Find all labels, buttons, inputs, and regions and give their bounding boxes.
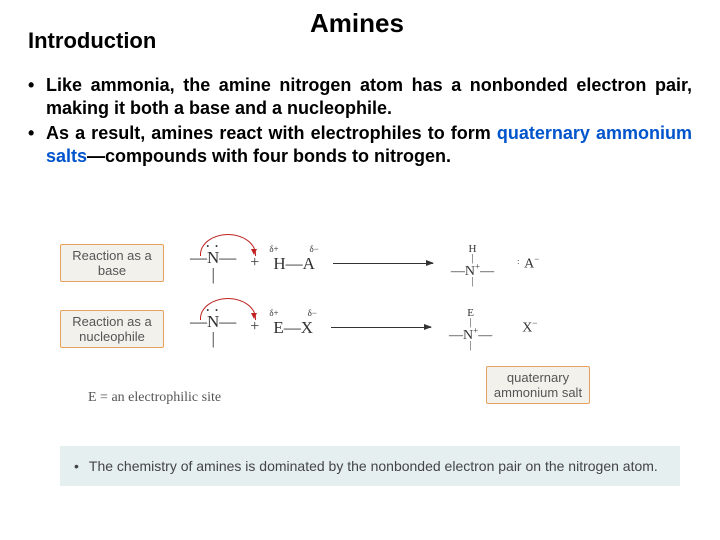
amine-reactant: • • —N— | <box>190 243 236 283</box>
bullet-dot-icon: • <box>74 458 79 474</box>
ammonium-product: E | —N+— | <box>449 306 492 349</box>
atom-a: A <box>524 257 534 272</box>
atom-e: E <box>273 318 283 337</box>
electrophile-reactant: δ+ δ− E—X <box>273 319 313 336</box>
anion-product: X− <box>522 318 537 337</box>
atom-x: X <box>301 318 313 337</box>
diagram-footnote: E = an electrophilic site <box>88 390 221 406</box>
bond-icon: | <box>211 265 214 284</box>
plus-icon: + <box>250 254 259 272</box>
bullet-text-part: —compounds with four bonds to nitrogen. <box>87 146 451 166</box>
bullet-text: Like ammonia, the amine nitrogen atom ha… <box>46 74 692 120</box>
plus-icon: + <box>250 318 259 336</box>
delta-minus: δ− <box>310 245 319 254</box>
bullet-list: • Like ammonia, the amine nitrogen atom … <box>28 74 692 170</box>
acid-reactant: δ+ δ− H—A <box>273 255 315 272</box>
bullet-item: • Like ammonia, the amine nitrogen atom … <box>28 74 692 120</box>
bond-icon: | <box>451 254 494 264</box>
anion-product: A− <box>524 254 539 273</box>
reaction-row-nucleophile: • • —N— | + δ+ δ− E—X E | —N+— | X− <box>190 306 537 349</box>
bond-icon: | <box>211 329 214 348</box>
delta-plus: δ+ <box>269 309 278 318</box>
label-box-nucleophile: Reaction as a nucleophile <box>60 310 164 348</box>
atom-x: X <box>522 321 532 336</box>
bullet-text-part: As a result, amines react with electroph… <box>46 123 497 143</box>
reaction-diagram: Reaction as a base Reaction as a nucleop… <box>60 236 680 446</box>
summary-callout: • The chemistry of amines is dominated b… <box>60 446 680 486</box>
bullet-text: As a result, amines react with electroph… <box>46 122 692 168</box>
amine-reactant: • • —N— | <box>190 307 236 347</box>
reaction-arrow-icon <box>331 327 431 328</box>
bullet-dot-icon: • <box>28 74 46 120</box>
charge-minus-icon: − <box>534 254 539 264</box>
bond-icon: | <box>449 318 492 328</box>
delta-plus: δ+ <box>269 245 278 254</box>
atom-h: H <box>273 254 285 273</box>
reaction-row-base: • • —N— | + δ+ δ− H—A H | —N+— | A− <box>190 242 539 285</box>
summary-text: The chemistry of amines is dominated by … <box>89 458 658 474</box>
charge-minus-icon: − <box>532 318 537 328</box>
section-subtitle: Introduction <box>28 28 156 54</box>
label-box-base: Reaction as a base <box>60 244 164 282</box>
atom-a: A <box>303 254 315 273</box>
delta-minus: δ− <box>308 309 317 318</box>
charge-plus-icon: + <box>475 261 480 271</box>
charge-plus-icon: + <box>473 325 478 335</box>
ammonium-product: H | —N+— | <box>451 242 494 285</box>
bullet-item: • As a result, amines react with electro… <box>28 122 692 168</box>
page-title: Amines <box>310 8 404 39</box>
reaction-arrow-icon <box>333 263 433 264</box>
bullet-dot-icon: • <box>28 122 46 168</box>
label-box-qas: quaternary ammonium salt <box>486 366 590 404</box>
